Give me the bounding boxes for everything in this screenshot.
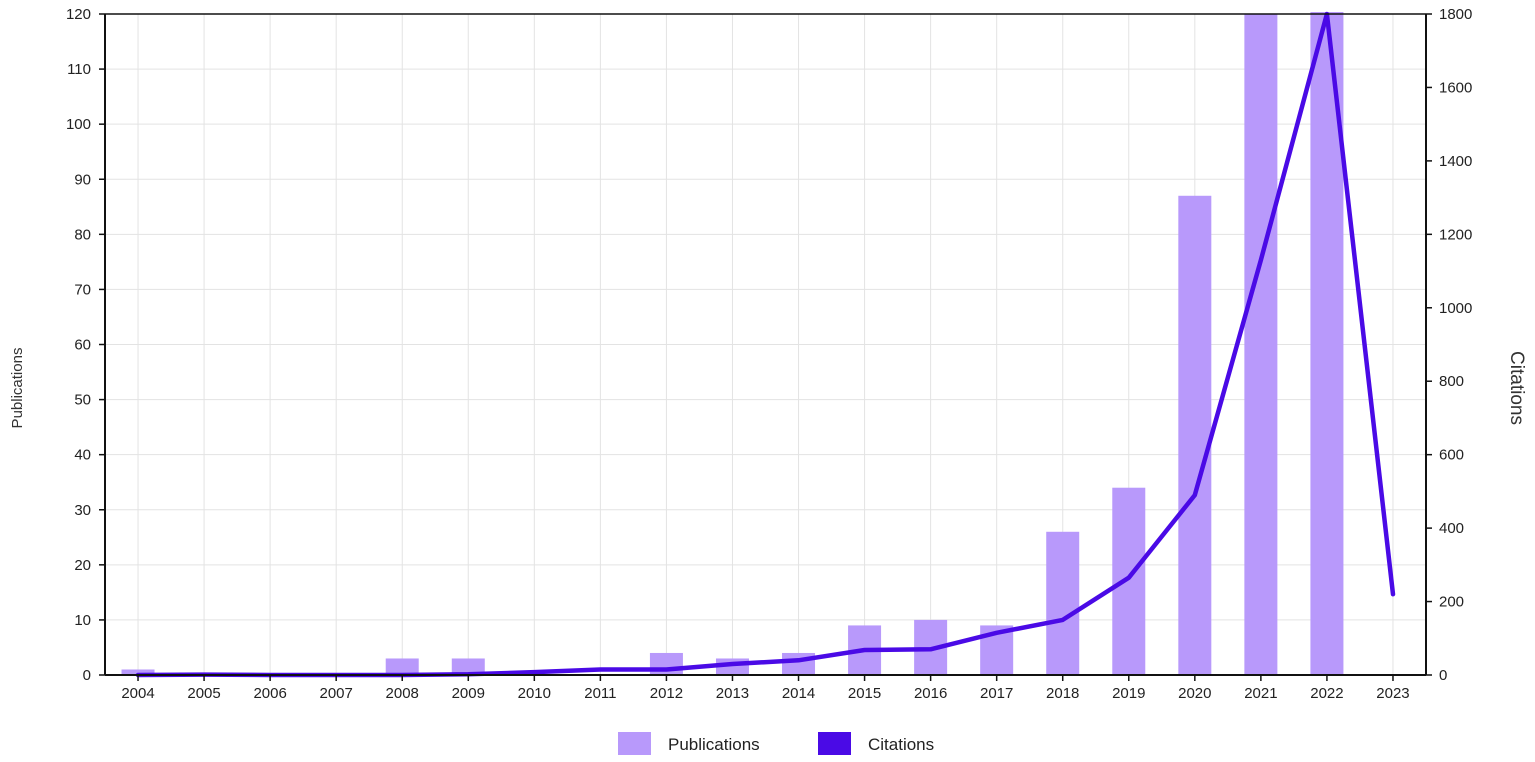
legend-label-publications: Publications — [668, 735, 760, 754]
bar-publications-2021 — [1244, 14, 1278, 675]
x-tick-label-2004: 2004 — [121, 685, 154, 702]
right-tick-label: 1600 — [1439, 79, 1472, 96]
x-tick-label-2017: 2017 — [980, 685, 1013, 702]
x-tick-label-2019: 2019 — [1112, 685, 1145, 702]
x-tick-label-2009: 2009 — [452, 685, 485, 702]
x-tick-label-2012: 2012 — [650, 685, 683, 702]
left-tick-label: 70 — [74, 281, 91, 298]
left-tick-label: 110 — [67, 61, 91, 78]
x-tick-label-2005: 2005 — [187, 685, 220, 702]
right-axis-ticks: 0 200 400 600 800 1000 1200 1400 1600 1800 — [1426, 6, 1472, 684]
x-tick-label-2011: 2011 — [584, 685, 616, 702]
x-tick-label-2008: 2008 — [386, 685, 419, 702]
left-tick-label: 50 — [74, 392, 91, 409]
bar-publications-2004 — [121, 669, 155, 675]
left-tick-label: 60 — [74, 337, 91, 354]
x-axis-ticks: 2004 2005 2006 2007 2008 2009 2010 2011 2012 2013… — [121, 675, 1410, 702]
x-tick-label-2015: 2015 — [848, 685, 881, 702]
x-tick-label-2013: 2013 — [716, 685, 749, 702]
left-tick-label: 30 — [74, 502, 91, 519]
x-tick-label-2010: 2010 — [518, 685, 551, 702]
bar-publications-2019 — [1112, 487, 1146, 675]
x-tick-label-2016: 2016 — [914, 685, 947, 702]
left-axis-ticks: 0 10 20 30 40 50 60 70 80 90 100 110 120 — [66, 6, 105, 684]
left-tick-label: 40 — [74, 447, 91, 464]
left-tick-label: 100 — [66, 116, 91, 133]
left-tick-label: 0 — [83, 667, 91, 684]
legend-swatch-publications — [618, 732, 651, 755]
left-tick-label: 120 — [66, 6, 91, 23]
right-tick-label: 1800 — [1439, 6, 1472, 23]
left-tick-label: 20 — [74, 557, 91, 574]
grid — [105, 13, 1426, 676]
right-tick-label: 200 — [1439, 594, 1464, 611]
x-tick-label-2020: 2020 — [1178, 685, 1211, 702]
y-axis-left-title: Publications — [9, 348, 26, 429]
x-tick-label-2018: 2018 — [1046, 685, 1079, 702]
right-tick-label: 1400 — [1439, 153, 1472, 170]
bar-publications-2018 — [1046, 531, 1080, 675]
bar-publications-2009 — [451, 658, 485, 675]
right-tick-label: 1000 — [1439, 300, 1472, 317]
legend: Publications Citations — [618, 732, 934, 755]
left-tick-label: 10 — [74, 612, 91, 629]
bar-publications-2020 — [1178, 195, 1212, 675]
legend-label-citations: Citations — [868, 735, 934, 754]
right-tick-label: 600 — [1439, 447, 1464, 464]
left-tick-label: 80 — [74, 226, 91, 243]
legend-swatch-citations — [818, 732, 851, 755]
right-tick-label: 0 — [1439, 667, 1447, 684]
right-tick-label: 1200 — [1439, 226, 1472, 243]
x-tick-label-2022: 2022 — [1310, 685, 1343, 702]
left-tick-label: 90 — [74, 171, 91, 188]
x-tick-label-2023: 2023 — [1376, 685, 1409, 702]
x-tick-label-2007: 2007 — [319, 685, 352, 702]
y-axis-right-title: Citations — [1506, 351, 1527, 425]
x-tick-label-2006: 2006 — [253, 685, 286, 702]
x-tick-label-2014: 2014 — [782, 685, 815, 702]
bar-publications-2008 — [385, 658, 419, 675]
right-tick-label: 800 — [1439, 373, 1464, 390]
right-tick-label: 400 — [1439, 520, 1464, 537]
x-tick-label-2021: 2021 — [1244, 685, 1277, 702]
